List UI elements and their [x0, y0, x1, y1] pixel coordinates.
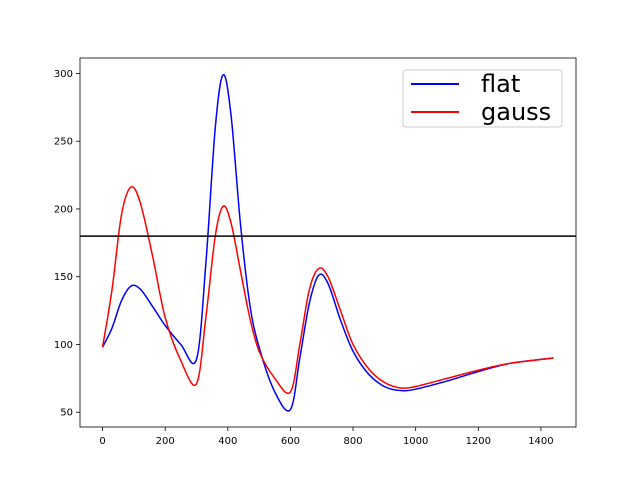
plot-frame [79, 57, 577, 428]
y-tick-label: 150 [54, 272, 73, 283]
x-tick-label: 1400 [528, 436, 553, 447]
x-tick-label: 400 [218, 436, 237, 447]
x-tick-label: 0 [99, 436, 105, 447]
y-tick-label: 300 [54, 69, 73, 80]
x-tick-label: 600 [281, 436, 300, 447]
series-line [101, 186, 554, 394]
x-tick-label: 1000 [403, 436, 428, 447]
y-tick-label: 200 [54, 204, 73, 215]
x-tick-label: 800 [344, 436, 363, 447]
series-line [101, 74, 554, 412]
x-tick-label: 1200 [466, 436, 491, 447]
y-tick-label: 100 [54, 340, 73, 351]
y-tick-label: 50 [60, 408, 73, 419]
y-tick-label: 250 [54, 137, 73, 148]
legend-label: gauss [481, 98, 551, 126]
x-tick-label: 200 [156, 436, 175, 447]
legend-label: flat [481, 70, 520, 98]
